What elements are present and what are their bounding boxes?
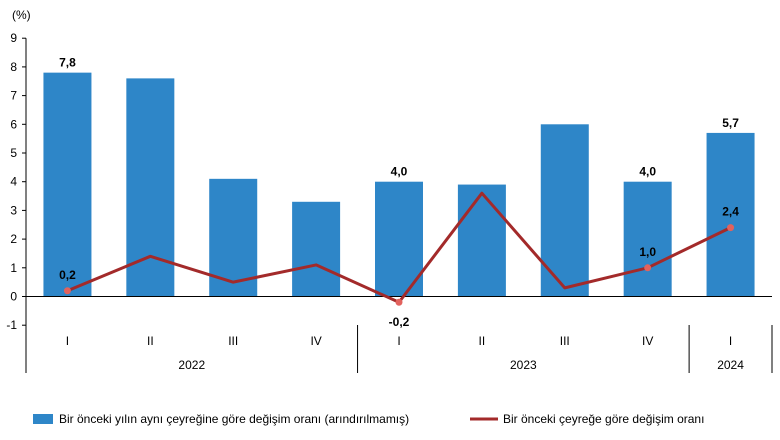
bar-data-label: 7,8	[59, 56, 76, 70]
y-tick-label: 6	[10, 117, 17, 131]
bar	[706, 132, 755, 297]
bar-series	[26, 72, 772, 297]
legend: Bir önceki yılın aynı çeyreğine göre değ…	[33, 412, 704, 426]
x-group-label: 2023	[510, 358, 537, 372]
bar	[292, 201, 341, 297]
x-tick-label: II	[479, 334, 486, 348]
line-data-label: 2,4	[722, 205, 739, 219]
x-tick-label: I	[397, 334, 400, 348]
x-tick-label: IV	[310, 334, 321, 348]
line-data-label: 0,2	[59, 268, 76, 282]
line-point	[727, 224, 735, 232]
y-tick-label: -1	[6, 318, 17, 332]
x-tick-label: IV	[642, 334, 653, 348]
y-tick-label: 4	[10, 175, 17, 189]
y-axis: -1 0 1 2 3 4 5 6 7 8 9	[6, 31, 27, 332]
bar-data-label: 4,0	[639, 165, 656, 179]
legend-swatch-bar	[33, 414, 53, 424]
x-tick-label: I	[729, 334, 732, 348]
bar	[375, 181, 423, 297]
line-data-label: 1,0	[639, 245, 656, 259]
bar	[43, 72, 92, 297]
y-tick-label: 5	[10, 146, 17, 160]
y-tick-label: 2	[10, 232, 17, 246]
bar-data-label: 4,0	[391, 165, 408, 179]
x-group-label: 2022	[178, 358, 205, 372]
line-point	[63, 287, 71, 295]
bar	[623, 181, 672, 297]
y-tick-label: 3	[10, 203, 17, 217]
bar	[457, 184, 506, 297]
y-tick-label: 7	[10, 89, 17, 103]
x-tick-label: II	[147, 334, 154, 348]
y-tick-label: 0	[10, 290, 17, 304]
x-tick-label: I	[66, 334, 69, 348]
y-tick-label: 8	[10, 60, 17, 74]
x-group-label: 2024	[717, 358, 744, 372]
x-tick-label: III	[228, 334, 238, 348]
line-series	[63, 191, 735, 306]
line-data-label: -0,2	[389, 315, 410, 329]
line-point	[644, 264, 652, 272]
legend-label-bar: Bir önceki yılın aynı çeyreğine göre değ…	[59, 412, 409, 426]
y-axis-unit: (%)	[12, 8, 31, 22]
y-tick-label: 1	[10, 261, 17, 275]
y-tick-label: 9	[10, 31, 17, 45]
x-tick-label: III	[560, 334, 570, 348]
line-point	[395, 298, 403, 306]
data-labels: 7,8 4,0 4,0 5,7 0,2 -0,2 1,0 2,4	[59, 56, 739, 330]
bar-data-label: 5,7	[722, 116, 739, 130]
legend-label-line: Bir önceki çeyreğe göre değişim oranı	[503, 412, 704, 426]
